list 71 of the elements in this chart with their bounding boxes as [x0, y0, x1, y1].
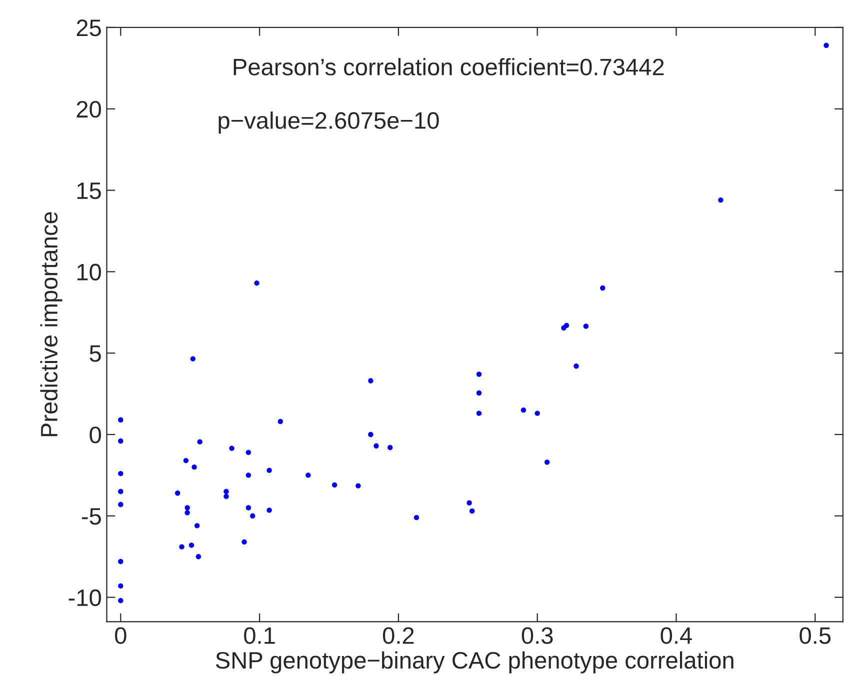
point — [118, 598, 124, 604]
point — [534, 410, 540, 416]
point — [414, 514, 420, 520]
point — [194, 523, 200, 528]
point — [183, 458, 189, 464]
point — [118, 502, 124, 508]
point — [118, 470, 124, 476]
point — [184, 510, 190, 516]
x-tick-label: 0.4 — [660, 627, 692, 644]
y-tick-label: -5 — [82, 508, 101, 525]
x-tick-label: 0.3 — [522, 627, 553, 644]
point — [266, 468, 272, 473]
x-tick-label: 0.5 — [800, 627, 831, 644]
point — [574, 364, 579, 369]
point — [118, 583, 124, 589]
point — [188, 542, 194, 548]
point — [242, 539, 247, 545]
point — [374, 443, 379, 448]
point — [224, 494, 229, 499]
point — [192, 464, 197, 470]
point — [190, 356, 196, 362]
point — [184, 505, 190, 510]
y-tick-label: 5 — [90, 345, 101, 362]
point — [332, 482, 338, 488]
point — [196, 554, 202, 560]
point — [520, 407, 526, 413]
point — [197, 439, 202, 444]
point — [476, 410, 482, 416]
point — [254, 280, 260, 286]
annotation: p−value=2.6075e−10 — [218, 112, 439, 134]
x-tick-label: 0.2 — [382, 627, 414, 644]
y-tick-label: -10 — [68, 589, 101, 606]
point — [118, 417, 124, 422]
point — [544, 460, 550, 465]
annotation: Pearson’s correlation coefficient=0.73442 — [234, 58, 664, 76]
point — [246, 472, 252, 478]
point — [246, 505, 252, 510]
point — [583, 324, 589, 329]
point — [118, 558, 124, 564]
point — [476, 372, 482, 377]
point — [250, 513, 256, 519]
point — [118, 488, 124, 494]
point — [266, 508, 272, 513]
point — [356, 483, 361, 488]
point — [368, 432, 374, 438]
y-axis-title: Predictive importance — [40, 212, 62, 436]
point — [278, 418, 283, 424]
y-tick-label: 0 — [90, 426, 101, 444]
point — [179, 544, 184, 550]
point — [306, 472, 311, 478]
x-axis-title: SNP genotype−binary CAC phenotype correlation — [216, 651, 734, 674]
point — [246, 450, 252, 456]
point — [388, 444, 393, 450]
point — [224, 488, 229, 494]
point — [368, 378, 374, 384]
point — [600, 285, 606, 291]
point — [824, 42, 829, 48]
x-tick-label: 0 — [115, 627, 126, 644]
y-tick-label: 20 — [76, 100, 101, 118]
y-tick-label: 25 — [76, 20, 101, 36]
point — [118, 438, 124, 444]
y-tick-label: 10 — [77, 264, 101, 280]
point — [175, 490, 180, 496]
point — [476, 390, 482, 396]
point — [718, 197, 724, 203]
point — [466, 500, 472, 506]
y-tick-label: 15 — [77, 182, 101, 200]
x-tick-label: 0.1 — [244, 627, 275, 644]
point — [564, 322, 570, 328]
point — [229, 446, 234, 451]
point — [469, 508, 475, 514]
